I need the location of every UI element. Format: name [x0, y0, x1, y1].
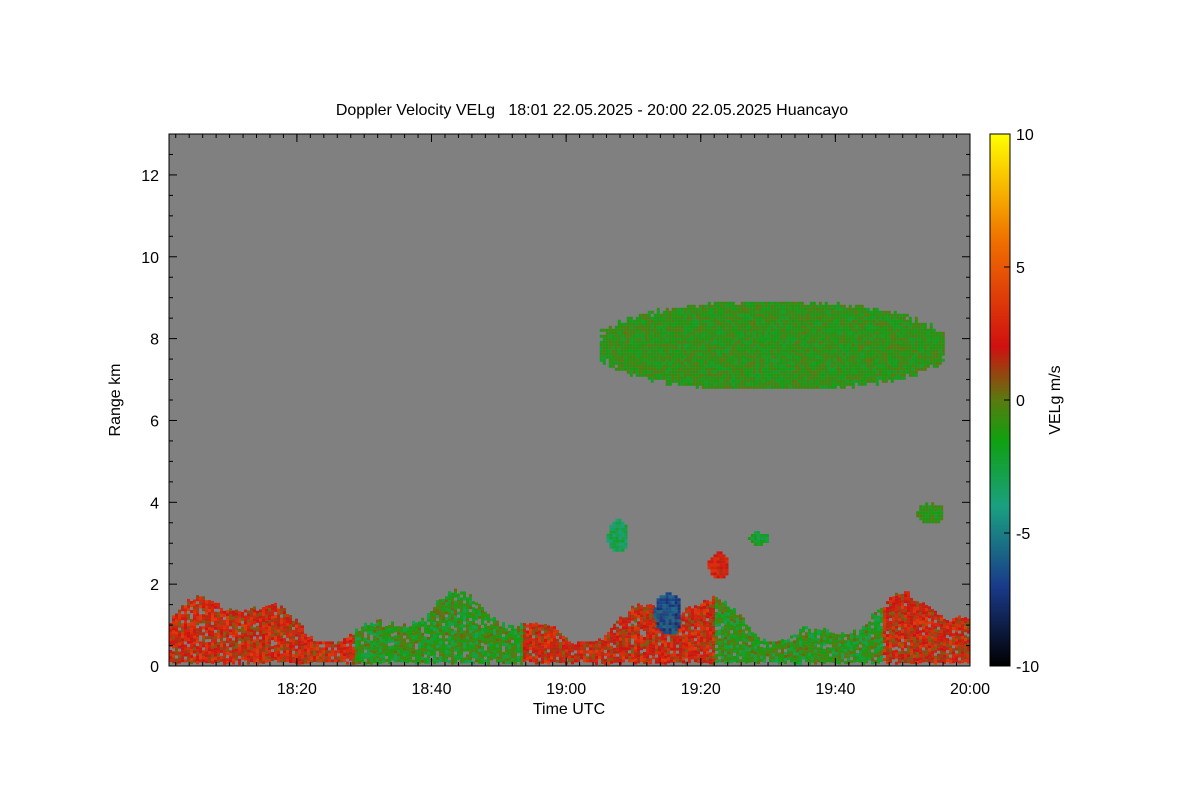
colorbar-tick-label-2: 0	[1016, 393, 1025, 410]
echo-region-0	[169, 588, 970, 665]
x-axis-label: Time UTC	[533, 701, 605, 718]
x-tick-label-2: 19:00	[546, 681, 586, 698]
colorbar-label: VELg m/s	[1047, 365, 1064, 434]
echo-region-1	[599, 301, 945, 389]
colorbar-tick-label-3: -5	[1016, 526, 1030, 543]
echo-region-3	[707, 551, 729, 579]
chart-title: Doppler Velocity VELg 18:01 22.05.2025 -…	[336, 102, 848, 119]
y-tick-label-0: 0	[150, 659, 159, 676]
echo-region-5	[916, 502, 944, 524]
y-tick-label-5: 10	[141, 250, 159, 267]
plot-background	[169, 134, 970, 666]
y-tick-label-6: 12	[141, 168, 159, 185]
x-tick-label-4: 19:40	[815, 681, 855, 698]
colorbar-tick-label-4: -10	[1016, 659, 1039, 676]
x-tick-label-1: 18:40	[411, 681, 451, 698]
y-tick-label-3: 6	[150, 413, 159, 430]
x-tick-label-5: 20:00	[950, 681, 990, 698]
y-tick-label-1: 2	[150, 577, 159, 594]
colorbar-tick-label-1: 5	[1016, 260, 1025, 277]
x-tick-label-0: 18:20	[277, 681, 317, 698]
colorbar-ticks: 10 5 0 -5 -10	[1004, 127, 1039, 676]
colorbar-tick-label-0: 10	[1016, 127, 1034, 144]
echo-region-6	[653, 592, 681, 635]
axes: 18:20 18:40 19:00 19:20 19:40 20:00 0 2 4 6 8 10 12	[141, 134, 990, 698]
y-tick-label-4: 8	[150, 332, 159, 349]
x-tick-label-3: 19:20	[681, 681, 721, 698]
y-axis-label: Range km	[107, 364, 124, 437]
echo-region-2	[606, 518, 628, 552]
velocity-field	[169, 301, 970, 665]
echo-region-4	[747, 531, 769, 546]
y-tick-label-2: 4	[150, 495, 159, 512]
